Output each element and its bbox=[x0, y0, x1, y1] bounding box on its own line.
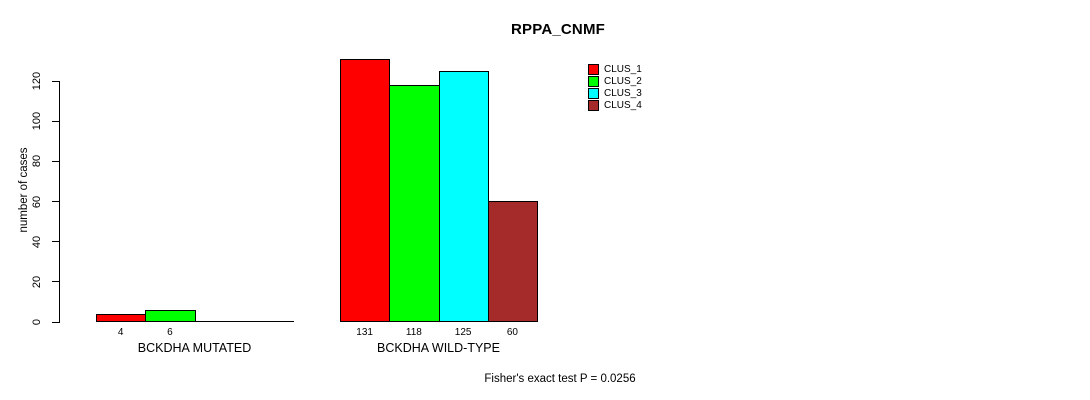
y-axis-line bbox=[59, 81, 60, 323]
legend-swatch-clus_2 bbox=[588, 76, 599, 87]
y-axis-label: number of cases bbox=[18, 147, 30, 233]
bar-value-label: 6 bbox=[167, 327, 173, 338]
y-tick bbox=[52, 120, 59, 122]
legend-row: CLUS_4 bbox=[588, 100, 642, 111]
legend-swatch-clus_1 bbox=[588, 64, 599, 75]
y-tick bbox=[52, 201, 59, 202]
chart-title: RPPA_CNMF bbox=[510, 21, 606, 38]
legend-swatch-clus_3 bbox=[588, 88, 599, 99]
legend-label: CLUS_4 bbox=[604, 100, 642, 111]
legend-swatch-clus_4 bbox=[588, 100, 599, 111]
legend-row: CLUS_2 bbox=[588, 76, 642, 87]
bar-value-label: 4 bbox=[117, 327, 124, 338]
x-category-label-wildtype: BCKDHA WILD-TYPE bbox=[377, 341, 500, 355]
bar-value-label: 125 bbox=[454, 327, 472, 338]
legend: CLUS_1 CLUS_2 CLUS_3 CLUS_4 bbox=[588, 64, 642, 112]
y-tick-label: 80 bbox=[31, 155, 43, 168]
legend-row: CLUS_1 bbox=[588, 64, 642, 75]
legend-row: CLUS_3 bbox=[588, 88, 642, 99]
zero-bar-clus_3 bbox=[194, 321, 245, 322]
fisher-test-annotation: Fisher's exact test P = 0.0256 bbox=[484, 373, 636, 385]
y-tick-label: 20 bbox=[31, 275, 43, 288]
y-tick bbox=[52, 160, 59, 162]
x-category-label-mutated: BCKDHA MUTATED bbox=[137, 341, 252, 355]
y-tick bbox=[52, 241, 59, 243]
y-tick-label: 120 bbox=[31, 71, 43, 91]
legend-label: CLUS_1 bbox=[604, 64, 642, 75]
bar-value-label: 118 bbox=[405, 327, 422, 338]
bar-clus_1-mutated bbox=[96, 314, 147, 322]
y-tick-label: 0 bbox=[31, 318, 43, 326]
bar-clus_1-wildtype bbox=[340, 59, 391, 322]
bar-value-label: 131 bbox=[356, 327, 373, 338]
bar-value-label: 60 bbox=[506, 327, 518, 338]
y-tick-label: 60 bbox=[31, 195, 43, 208]
legend-label: CLUS_3 bbox=[604, 88, 642, 99]
bar-clus_3-wildtype bbox=[438, 71, 489, 322]
legend-label: CLUS_2 bbox=[604, 76, 642, 87]
y-tick-label: 100 bbox=[31, 111, 43, 131]
y-tick bbox=[52, 80, 59, 82]
y-tick bbox=[52, 281, 59, 283]
y-tick-label: 40 bbox=[31, 235, 43, 248]
bar-clus_2-wildtype bbox=[389, 85, 440, 322]
bar-clus_4-wildtype bbox=[487, 201, 538, 322]
zero-bar-clus_4 bbox=[243, 321, 294, 322]
bar-clus_2-mutated bbox=[145, 310, 196, 322]
y-tick bbox=[52, 321, 59, 323]
